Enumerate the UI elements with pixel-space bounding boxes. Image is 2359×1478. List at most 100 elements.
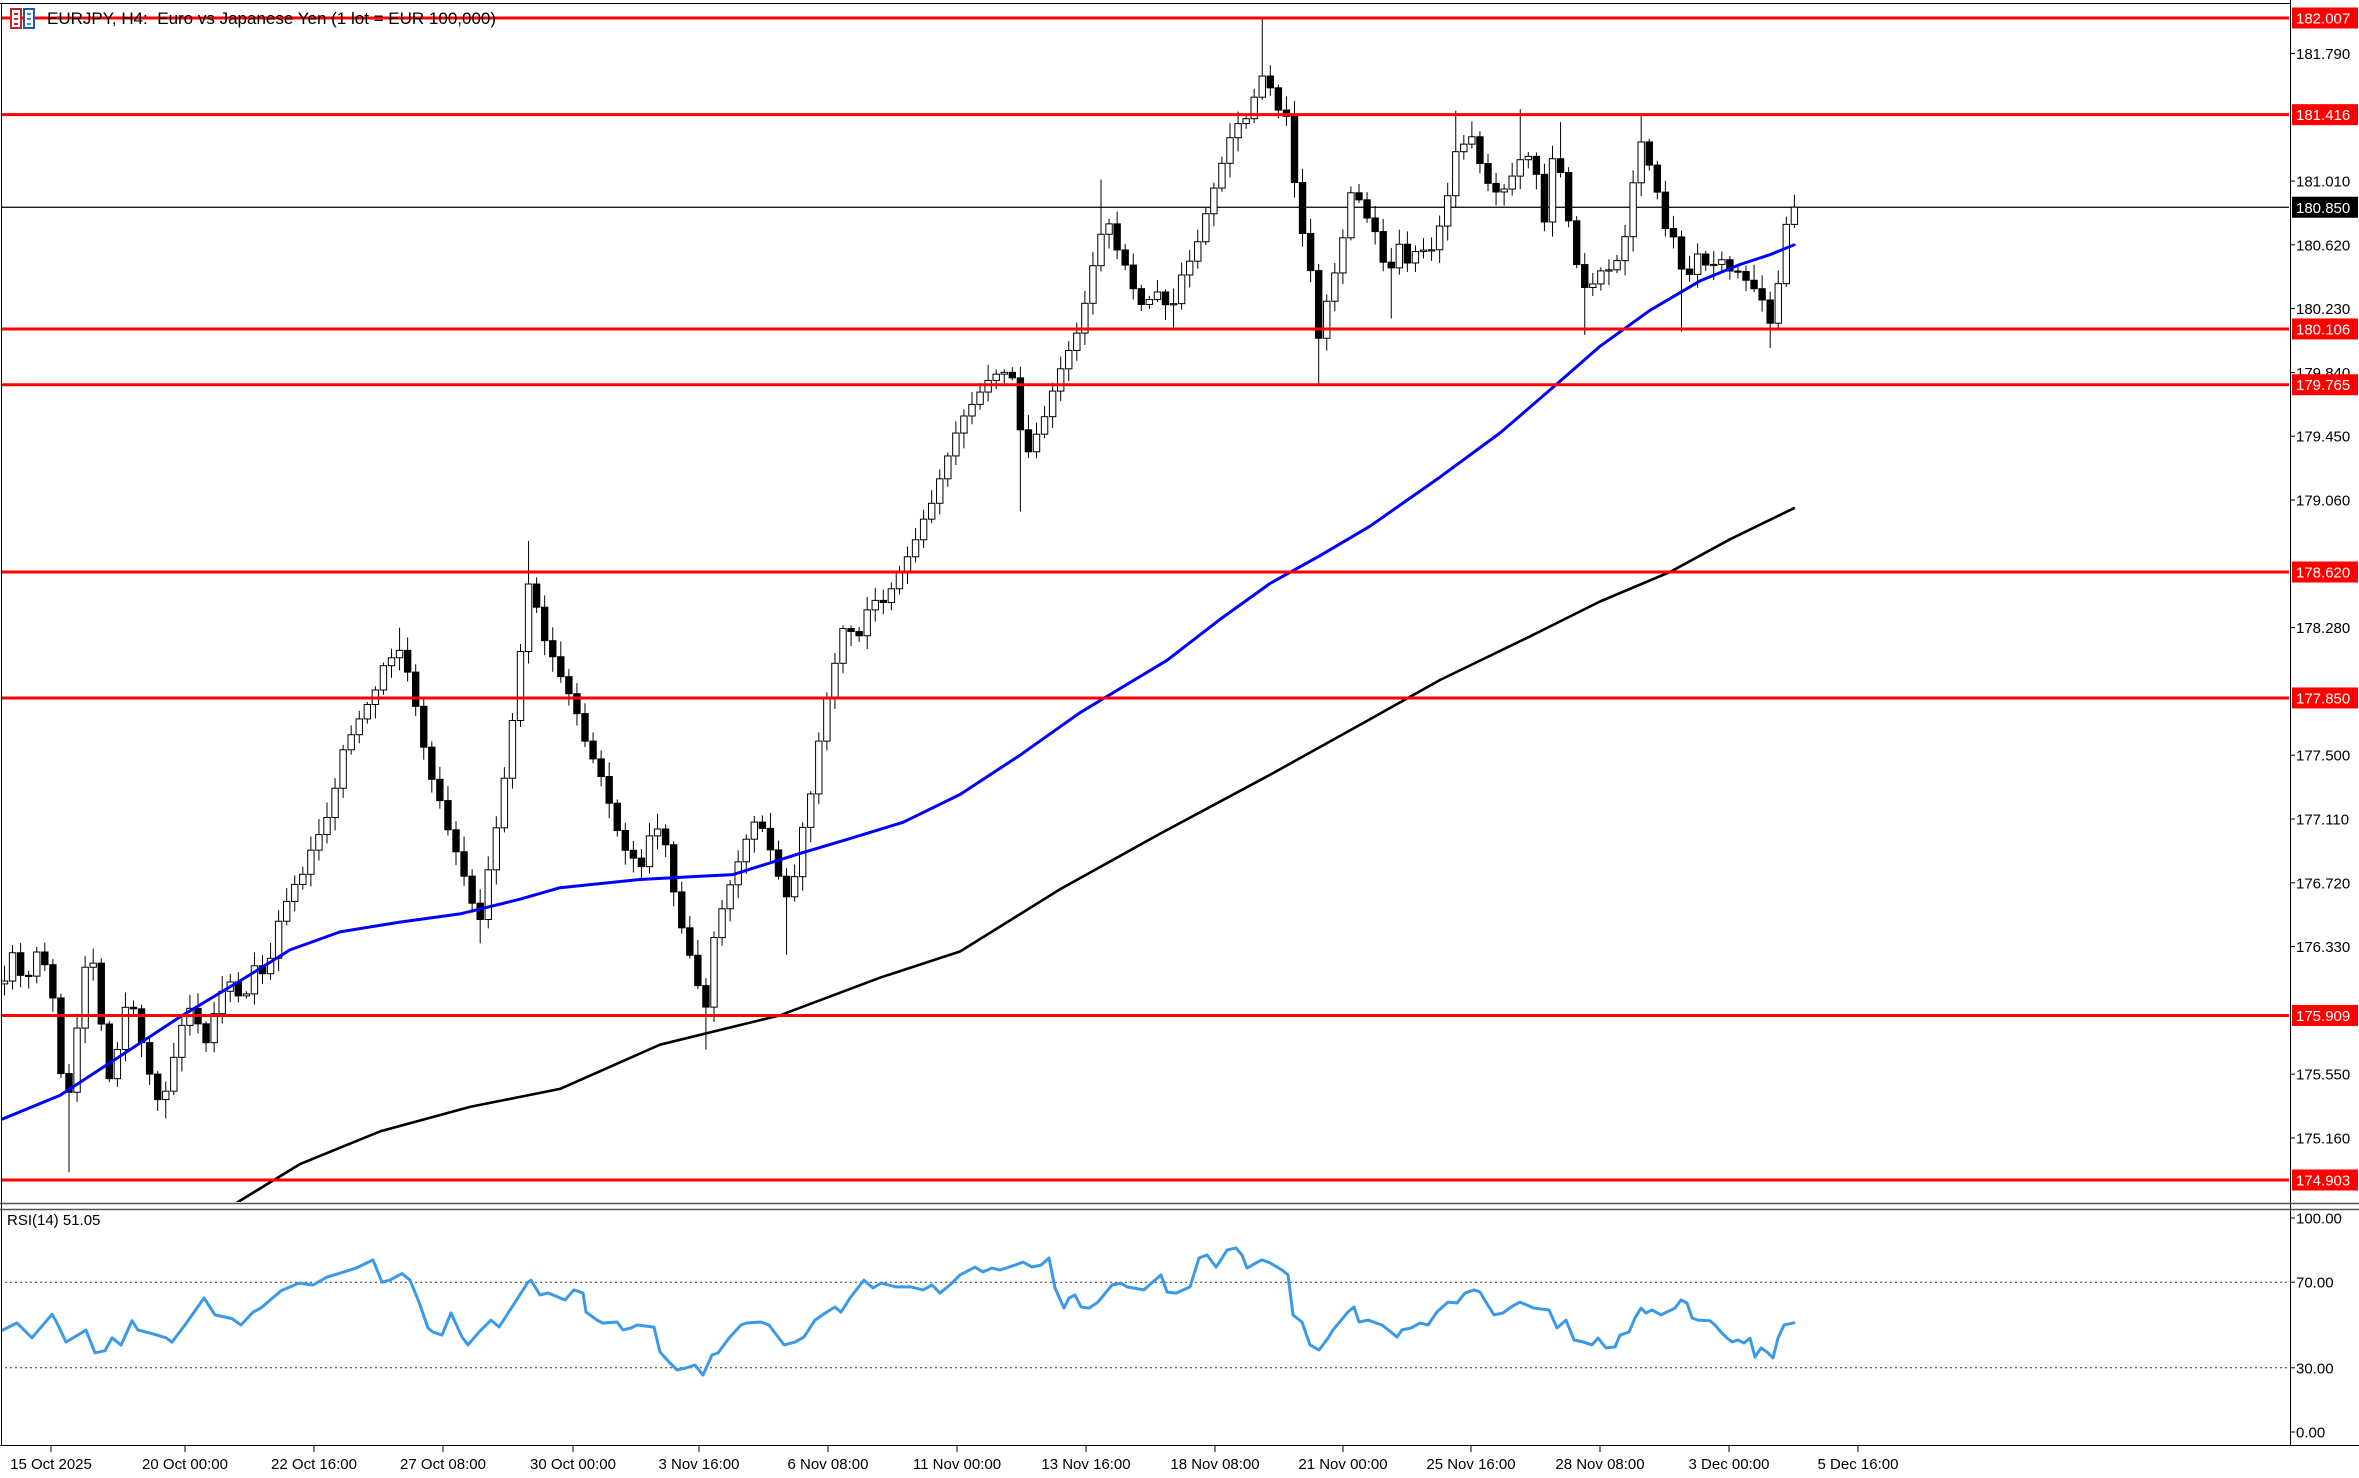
- bear-candle-body: [1403, 243, 1412, 264]
- bull-candle-body: [1460, 143, 1468, 153]
- rsi-axis-label: 0.00: [2296, 1425, 2325, 1442]
- bear-candle-body: [573, 693, 581, 715]
- bear-candle-body: [1290, 115, 1299, 184]
- current-bid-label: 180.850: [2296, 200, 2350, 217]
- level-price-label-box: [2292, 7, 2358, 29]
- bull-candle-body: [742, 838, 750, 863]
- bull-candle-body: [1395, 243, 1404, 269]
- bear-candle-body: [1556, 158, 1565, 174]
- bull-candle-body: [1718, 259, 1726, 265]
- bear-candle-body: [1298, 182, 1307, 234]
- bull-candle-body: [33, 951, 41, 977]
- bull-candle-body: [1427, 249, 1436, 252]
- bull-candle-body: [250, 965, 259, 995]
- bear-candle-body: [1266, 75, 1275, 89]
- bear-candle-body: [202, 1023, 210, 1044]
- bull-candle-body: [113, 1048, 122, 1080]
- bull-candle-body: [936, 478, 944, 504]
- bear-candle-body: [1661, 191, 1670, 230]
- bear-candle-body: [1726, 259, 1734, 272]
- bear-candle-body: [1572, 220, 1581, 266]
- bear-candle-body: [549, 640, 557, 658]
- bull-candle-body: [387, 657, 396, 667]
- bear-candle-body: [1379, 231, 1387, 263]
- bull-candle-body: [1516, 159, 1524, 177]
- level-price-label: 180.106: [2296, 321, 2350, 338]
- bull-candle-body: [790, 876, 799, 898]
- bull-candle-body: [363, 704, 372, 720]
- bear-candle-body: [1581, 264, 1589, 288]
- bull-candle-body: [871, 599, 879, 611]
- bull-candle-body: [1629, 182, 1637, 238]
- bull-candle-body: [1790, 206, 1799, 225]
- price-axis-label: 175.160: [2296, 1130, 2350, 1147]
- bear-candle-body: [403, 649, 412, 673]
- bear-candle-body: [1645, 141, 1653, 166]
- bull-candle-body: [1258, 75, 1266, 98]
- bull-candle-body: [1637, 141, 1645, 184]
- bear-candle-body: [540, 606, 549, 642]
- rsi-line: [1, 1246, 1796, 1377]
- level-price-label-box: [2292, 561, 2358, 583]
- bear-candle-body: [774, 849, 783, 877]
- bear-candle-body: [1742, 271, 1750, 281]
- bull-candle-body: [944, 455, 952, 480]
- bull-candle-body: [710, 937, 718, 1008]
- bull-candle-body: [653, 828, 662, 837]
- bear-candle-body: [1476, 136, 1484, 165]
- bear-candle-body: [24, 974, 33, 978]
- bull-candle-body: [1000, 371, 1008, 375]
- price-axis-label: 176.720: [2296, 875, 2350, 892]
- bull-candle-body: [500, 777, 509, 829]
- bear-candle-body: [1492, 182, 1500, 193]
- bull-candle-body: [645, 835, 654, 868]
- time-axis[interactable]: 15 Oct 2025 20 Oct 00:00 22 Oct 16:00 27 Oc…: [10, 1446, 1898, 1473]
- bull-candle-body: [379, 665, 388, 691]
- bear-candle-body: [420, 705, 428, 748]
- bear-candle-body: [129, 1006, 138, 1010]
- bull-candle-body: [170, 1056, 178, 1092]
- bull-candle-body: [1435, 225, 1444, 251]
- bear-candle-body: [686, 927, 694, 956]
- bull-candle-body: [516, 650, 525, 722]
- bull-candle-body: [355, 718, 363, 736]
- bull-candle-body: [1468, 136, 1476, 145]
- bull-candle-body: [1145, 299, 1154, 305]
- bear-candle-body: [1766, 299, 1774, 324]
- price-axis-label: 175.550: [2296, 1067, 2350, 1084]
- time-axis-label: 3 Dec 00:00: [1689, 1456, 1770, 1473]
- bear-candle-body: [65, 1073, 73, 1093]
- bear-candle-body: [411, 671, 420, 707]
- bear-candle-body: [1685, 268, 1694, 275]
- bull-candle-body: [274, 920, 283, 959]
- bull-candle-body: [863, 609, 871, 637]
- bull-candle-body: [1597, 270, 1605, 285]
- level-price-label: 177.850: [2296, 690, 2350, 707]
- level-price-label-box: [2292, 318, 2358, 340]
- bear-candle-body: [137, 1008, 146, 1044]
- bear-candle-body: [1564, 172, 1573, 222]
- price-axis[interactable]: 181.790181.010180.620180.230179.840179.4…: [2290, 7, 2358, 1442]
- bull-candle-body: [1605, 269, 1613, 272]
- chart-title: EURJPY, H4: Euro vs Japanese Yen (1 lot …: [47, 8, 497, 28]
- bear-candle-body: [476, 902, 484, 920]
- bull-candle-body: [895, 572, 904, 590]
- price-axis-label: 176.330: [2296, 939, 2350, 956]
- ma-slow-black: [235, 506, 1796, 1202]
- bull-candle-body: [1202, 213, 1210, 243]
- bull-candle-body: [976, 391, 984, 405]
- time-axis-label: 21 Nov 00:00: [1298, 1456, 1387, 1473]
- bear-candle-body: [1016, 377, 1025, 431]
- bull-candle-body: [1782, 223, 1791, 285]
- bull-candle-body: [1, 980, 9, 985]
- bear-candle-body: [428, 746, 436, 780]
- bull-candle-body: [1153, 291, 1162, 301]
- bull-candle-body: [1524, 155, 1533, 161]
- bull-candle-body: [178, 1024, 186, 1058]
- bull-candle-body: [1347, 192, 1355, 239]
- level-price-label: 181.416: [2296, 107, 2350, 124]
- time-axis-label: 13 Nov 16:00: [1041, 1456, 1130, 1473]
- bull-candle-body: [266, 957, 275, 975]
- bull-candle-body: [1508, 175, 1516, 190]
